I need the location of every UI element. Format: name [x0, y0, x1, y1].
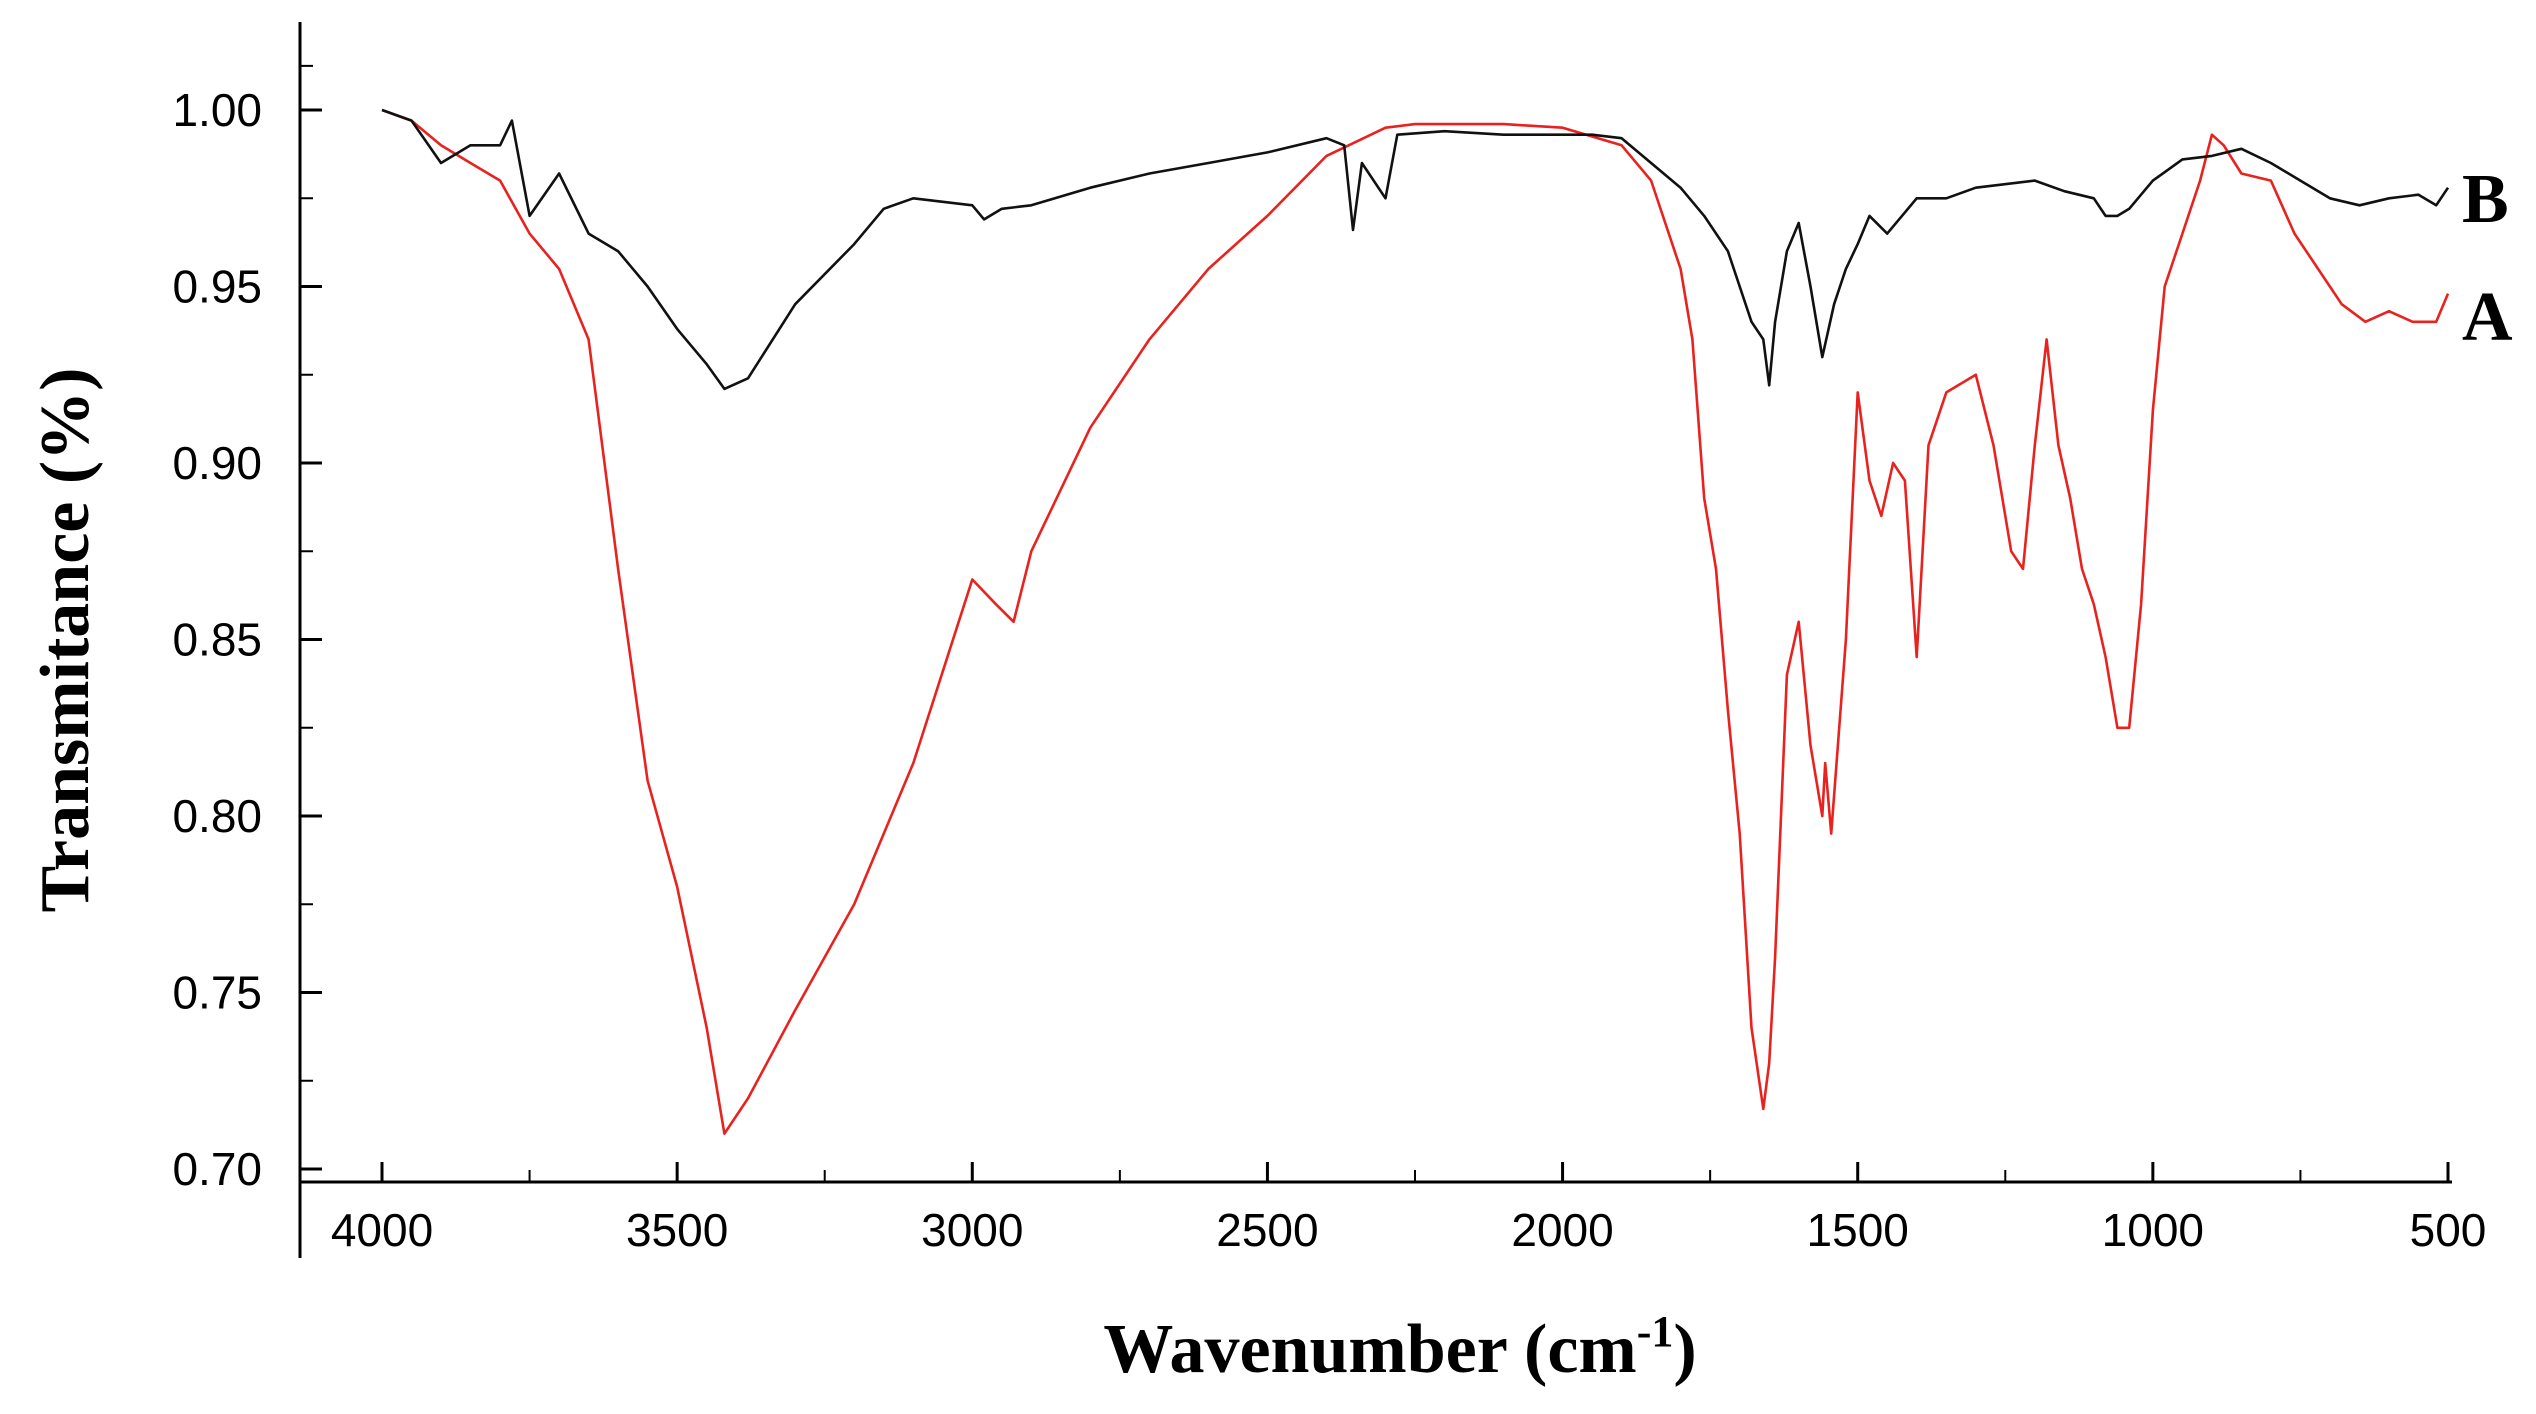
series-tags: AB — [2462, 161, 2513, 356]
x-tick-label: 2500 — [1216, 1204, 1318, 1256]
y-tick-label: 0.90 — [172, 437, 262, 489]
y-tick-label: 0.85 — [172, 614, 262, 666]
series-tag-B: B — [2462, 161, 2509, 238]
x-tick-label: 1000 — [2102, 1204, 2204, 1256]
x-tick-label: 4000 — [331, 1204, 433, 1256]
y-tick-label: 1.00 — [172, 84, 262, 136]
y-tick-label: 0.80 — [172, 790, 262, 842]
x-ticks: 4000 3500 3000 2500 2000 1500 1000 500 — [331, 1162, 2487, 1256]
x-axis-label-superscript: -1 — [1637, 1307, 1674, 1356]
x-tick-label: 1500 — [1807, 1204, 1909, 1256]
y-axis-label: Transmitance (%) — [27, 368, 104, 913]
x-tick-label: 500 — [2410, 1204, 2487, 1256]
x-axis-label: Wavenumber (cm-1) — [1103, 1307, 1696, 1388]
series-line-B — [381, 108, 2450, 391]
y-tick-label: 0.75 — [172, 967, 262, 1019]
y-tick-label: 0.70 — [172, 1143, 262, 1195]
series-line-A — [381, 108, 2450, 1135]
x-axis-label-close: ) — [1673, 1311, 1696, 1388]
series-lines — [381, 108, 2450, 1135]
x-tick-label: 3000 — [921, 1204, 1023, 1256]
y-ticks: 0.70 0.75 0.80 0.85 0.90 0.95 1.00 — [172, 64, 322, 1195]
x-tick-label: 3500 — [626, 1204, 728, 1256]
series-tag-A: A — [2462, 279, 2513, 356]
x-axis-label-main: Wavenumber (cm — [1103, 1311, 1636, 1388]
y-tick-label: 0.95 — [172, 261, 262, 313]
x-tick-label: 2000 — [1511, 1204, 1613, 1256]
